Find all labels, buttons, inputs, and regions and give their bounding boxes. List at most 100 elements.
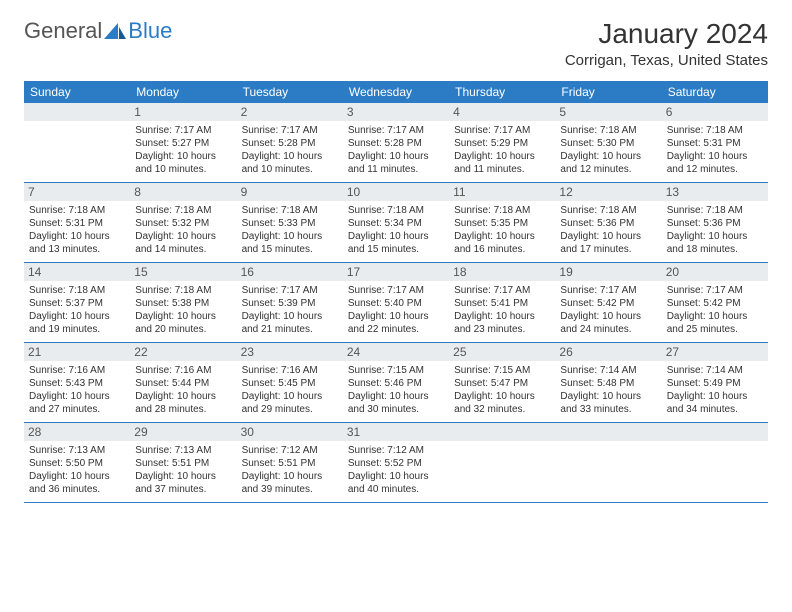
cell-details: Sunrise: 7:18 AMSunset: 5:34 PMDaylight:… — [348, 204, 444, 256]
day-number: 12 — [555, 183, 661, 201]
calendar-cell: 21Sunrise: 7:16 AMSunset: 5:43 PMDayligh… — [24, 343, 130, 422]
sunrise-line: Sunrise: 7:17 AM — [242, 284, 338, 297]
sunset-line: Sunset: 5:50 PM — [29, 457, 125, 470]
sunset-line: Sunset: 5:36 PM — [667, 217, 763, 230]
cell-details: Sunrise: 7:17 AMSunset: 5:42 PMDaylight:… — [560, 284, 656, 336]
day-number: 6 — [662, 103, 768, 121]
calendar-cell: 25 Sunrise: 7:15 AMSunset: 5:47 PMDayligh… — [449, 343, 555, 422]
daylight-line: Daylight: 10 hours and 28 minutes. — [135, 390, 231, 416]
daylight-line: Daylight: 10 hours and 12 minutes. — [560, 150, 656, 176]
day-number: 30 — [237, 423, 343, 441]
day-number: 4 — [449, 103, 555, 121]
sunset-line: Sunset: 5:40 PM — [348, 297, 444, 310]
day-number — [449, 423, 555, 441]
day-number: 24 — [343, 343, 449, 361]
daylight-line: Daylight: 10 hours and 17 minutes. — [560, 230, 656, 256]
logo-text-general: General — [24, 18, 102, 44]
cell-details: Sunrise: 7:15 AMSunset: 5:46 PMDaylight:… — [348, 364, 444, 416]
sunset-line: Sunset: 5:45 PM — [242, 377, 338, 390]
daylight-line: Daylight: 10 hours and 40 minutes. — [348, 470, 444, 496]
sunrise-line: Sunrise: 7:12 AM — [348, 444, 444, 457]
sunrise-line: Sunrise: 7:17 AM — [560, 284, 656, 297]
sunset-line: Sunset: 5:30 PM — [560, 137, 656, 150]
daylight-line: Daylight: 10 hours and 14 minutes. — [135, 230, 231, 256]
calendar-cell: 11Sunrise: 7:18 AMSunset: 5:35 PMDayligh… — [449, 183, 555, 262]
sunset-line: Sunset: 5:42 PM — [667, 297, 763, 310]
sunset-line: Sunset: 5:33 PM — [242, 217, 338, 230]
logo-text-blue: Blue — [128, 18, 172, 44]
cell-details: Sunrise: 7:18 AMSunset: 5:37 PMDaylight:… — [29, 284, 125, 336]
day-number — [555, 423, 661, 441]
sunset-line: Sunset: 5:28 PM — [348, 137, 444, 150]
day-number: 18 — [449, 263, 555, 281]
cell-details: Sunrise: 7:17 AMSunset: 5:27 PMDaylight:… — [135, 124, 231, 176]
sunset-line: Sunset: 5:46 PM — [348, 377, 444, 390]
calendar-cell: 27Sunrise: 7:14 AMSunset: 5:49 PMDayligh… — [662, 343, 768, 422]
cell-details: Sunrise: 7:14 AMSunset: 5:48 PMDaylight:… — [560, 364, 656, 416]
logo: General Blue — [24, 18, 172, 44]
day-number: 8 — [130, 183, 236, 201]
sunset-line: Sunset: 5:34 PM — [348, 217, 444, 230]
cell-details: Sunrise: 7:15 AMSunset: 5:47 PMDaylight:… — [454, 364, 550, 416]
sunrise-line: Sunrise: 7:17 AM — [454, 284, 550, 297]
day-header: Sunday — [24, 81, 130, 103]
sunset-line: Sunset: 5:36 PM — [560, 217, 656, 230]
sunset-line: Sunset: 5:52 PM — [348, 457, 444, 470]
calendar-cell: 7Sunrise: 7:18 AMSunset: 5:31 PMDaylight… — [24, 183, 130, 262]
day-number: 21 — [24, 343, 130, 361]
sunrise-line: Sunrise: 7:17 AM — [242, 124, 338, 137]
calendar-cell: 9Sunrise: 7:18 AMSunset: 5:33 PMDaylight… — [237, 183, 343, 262]
week-row: 21Sunrise: 7:16 AMSunset: 5:43 PMDayligh… — [24, 343, 768, 423]
daylight-line: Daylight: 10 hours and 10 minutes. — [135, 150, 231, 176]
daylight-line: Daylight: 10 hours and 22 minutes. — [348, 310, 444, 336]
daylight-line: Daylight: 10 hours and 15 minutes. — [242, 230, 338, 256]
daylight-line: Daylight: 10 hours and 11 minutes. — [454, 150, 550, 176]
cell-details: Sunrise: 7:18 AMSunset: 5:38 PMDaylight:… — [135, 284, 231, 336]
calendar-cell: 4Sunrise: 7:17 AMSunset: 5:29 PMDaylight… — [449, 103, 555, 182]
sunrise-line: Sunrise: 7:16 AM — [29, 364, 125, 377]
sunset-line: Sunset: 5:41 PM — [454, 297, 550, 310]
cell-details: Sunrise: 7:12 AMSunset: 5:51 PMDaylight:… — [242, 444, 338, 496]
calendar-cell: 31Sunrise: 7:12 AMSunset: 5:52 PMDayligh… — [343, 423, 449, 502]
daylight-line: Daylight: 10 hours and 11 minutes. — [348, 150, 444, 176]
title-block: January 2024 Corrigan, Texas, United Sta… — [565, 18, 768, 69]
sunrise-line: Sunrise: 7:18 AM — [242, 204, 338, 217]
cell-details: Sunrise: 7:16 AMSunset: 5:45 PMDaylight:… — [242, 364, 338, 416]
sunset-line: Sunset: 5:39 PM — [242, 297, 338, 310]
week-row: 7Sunrise: 7:18 AMSunset: 5:31 PMDaylight… — [24, 183, 768, 263]
sunset-line: Sunset: 5:38 PM — [135, 297, 231, 310]
day-number: 20 — [662, 263, 768, 281]
calendar-cell: 26Sunrise: 7:14 AMSunset: 5:48 PMDayligh… — [555, 343, 661, 422]
calendar-cell: 2Sunrise: 7:17 AMSunset: 5:28 PMDaylight… — [237, 103, 343, 182]
day-number — [662, 423, 768, 441]
cell-details: Sunrise: 7:18 AMSunset: 5:31 PMDaylight:… — [667, 124, 763, 176]
sunset-line: Sunset: 5:31 PM — [29, 217, 125, 230]
sunrise-line: Sunrise: 7:18 AM — [135, 284, 231, 297]
sunset-line: Sunset: 5:29 PM — [454, 137, 550, 150]
daylight-line: Daylight: 10 hours and 15 minutes. — [348, 230, 444, 256]
day-number: 17 — [343, 263, 449, 281]
cell-details: Sunrise: 7:17 AMSunset: 5:39 PMDaylight:… — [242, 284, 338, 336]
day-number: 25 — [449, 343, 555, 361]
daylight-line: Daylight: 10 hours and 12 minutes. — [667, 150, 763, 176]
sunrise-line: Sunrise: 7:16 AM — [135, 364, 231, 377]
cell-details: Sunrise: 7:13 AMSunset: 5:50 PMDaylight:… — [29, 444, 125, 496]
daylight-line: Daylight: 10 hours and 34 minutes. — [667, 390, 763, 416]
daylight-line: Daylight: 10 hours and 23 minutes. — [454, 310, 550, 336]
cell-details: Sunrise: 7:16 AMSunset: 5:44 PMDaylight:… — [135, 364, 231, 416]
day-header: Friday — [555, 81, 661, 103]
sunset-line: Sunset: 5:43 PM — [29, 377, 125, 390]
daylight-line: Daylight: 10 hours and 21 minutes. — [242, 310, 338, 336]
logo-sail-icon — [104, 23, 126, 39]
sunrise-line: Sunrise: 7:17 AM — [135, 124, 231, 137]
sunset-line: Sunset: 5:44 PM — [135, 377, 231, 390]
cell-details: Sunrise: 7:17 AMSunset: 5:40 PMDaylight:… — [348, 284, 444, 336]
sunset-line: Sunset: 5:37 PM — [29, 297, 125, 310]
sunset-line: Sunset: 5:51 PM — [135, 457, 231, 470]
day-number: 22 — [130, 343, 236, 361]
day-number: 27 — [662, 343, 768, 361]
week-row: 14Sunrise: 7:18 AMSunset: 5:37 PMDayligh… — [24, 263, 768, 343]
calendar: SundayMondayTuesdayWednesdayThursdayFrid… — [24, 81, 768, 503]
calendar-cell: 13Sunrise: 7:18 AMSunset: 5:36 PMDayligh… — [662, 183, 768, 262]
cell-details: Sunrise: 7:18 AMSunset: 5:31 PMDaylight:… — [29, 204, 125, 256]
